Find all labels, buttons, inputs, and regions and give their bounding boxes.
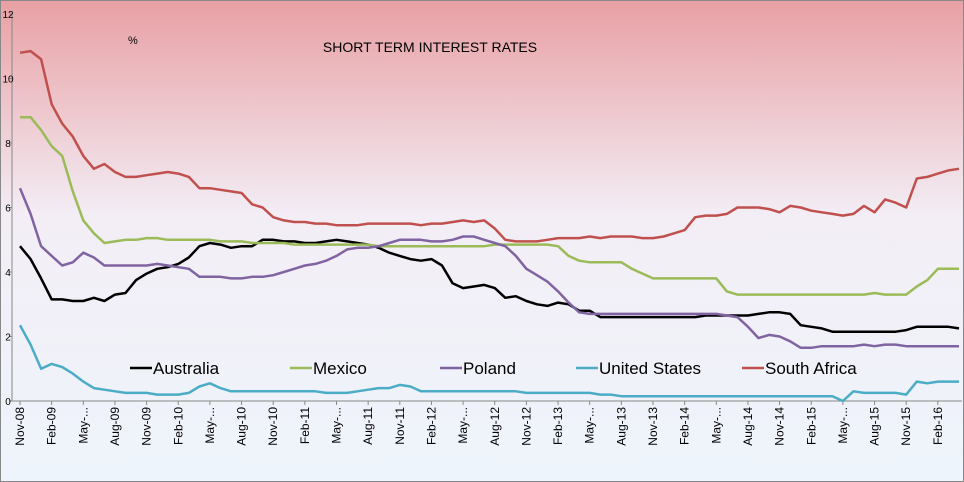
chart-title: SHORT TERM INTEREST RATES xyxy=(323,39,537,55)
y-tick-label: 12 xyxy=(2,10,14,21)
legend-label: Poland xyxy=(463,359,516,378)
series-line xyxy=(18,324,959,403)
legend-label: Mexico xyxy=(313,359,367,378)
x-tick-label: Feb-12 xyxy=(424,407,438,445)
legend-label: United States xyxy=(599,359,701,378)
x-tick-label: Aug-14 xyxy=(741,407,755,446)
x-tick-label: Nov-15 xyxy=(899,407,913,446)
x-tick-label: Aug-09 xyxy=(108,407,122,446)
x-tick-label: Feb-15 xyxy=(804,407,818,445)
x-tick-label: May-... xyxy=(203,407,217,444)
legend-label: Australia xyxy=(153,359,220,378)
y-tick-label: 6 xyxy=(5,204,11,215)
x-tick-label: May-... xyxy=(583,407,597,444)
x-tick-label: Nov-09 xyxy=(140,407,154,446)
x-tick-label: Feb-09 xyxy=(45,407,59,445)
y-tick-label: 8 xyxy=(5,139,11,150)
series-line xyxy=(19,49,960,243)
legend-label: South Africa xyxy=(765,359,857,378)
y-tick-label: 4 xyxy=(5,268,11,279)
x-tick-label: Feb-16 xyxy=(931,407,945,445)
series-line xyxy=(18,187,959,350)
x-tick-label: Feb-14 xyxy=(678,407,692,445)
x-tick-label: May-... xyxy=(836,407,850,444)
y-tick-label: 2 xyxy=(5,333,11,344)
x-tick-label: Aug-15 xyxy=(868,407,882,446)
y-tick-label: 10 xyxy=(2,75,14,86)
series-line xyxy=(19,238,960,333)
x-tick-label: Aug-12 xyxy=(488,407,502,446)
x-tick-label: Nov-14 xyxy=(773,407,787,446)
x-tick-label: May-... xyxy=(76,407,90,444)
x-tick-label: Nov-08 xyxy=(13,407,27,446)
x-tick-label: Nov-12 xyxy=(519,407,533,446)
x-tick-label: May-... xyxy=(456,407,470,444)
x-tick-label: Feb-11 xyxy=(298,407,312,444)
y-axis-label: % xyxy=(128,35,138,47)
x-tick-label: Aug-10 xyxy=(235,407,249,446)
x-tick-label: May-... xyxy=(330,407,344,444)
x-tick-label: Aug-11 xyxy=(361,407,375,445)
x-tick-label: Feb-13 xyxy=(551,407,565,445)
y-tick-label: 0 xyxy=(5,397,11,408)
x-tick-label: Nov-11 xyxy=(393,407,407,445)
x-tick-label: Feb-10 xyxy=(171,407,185,445)
series-line xyxy=(20,115,959,296)
x-tick-label: Aug-13 xyxy=(614,407,628,446)
x-tick-label: May-... xyxy=(709,407,723,444)
x-tick-label: Nov-13 xyxy=(646,407,660,446)
x-tick-label: Nov-10 xyxy=(266,407,280,446)
